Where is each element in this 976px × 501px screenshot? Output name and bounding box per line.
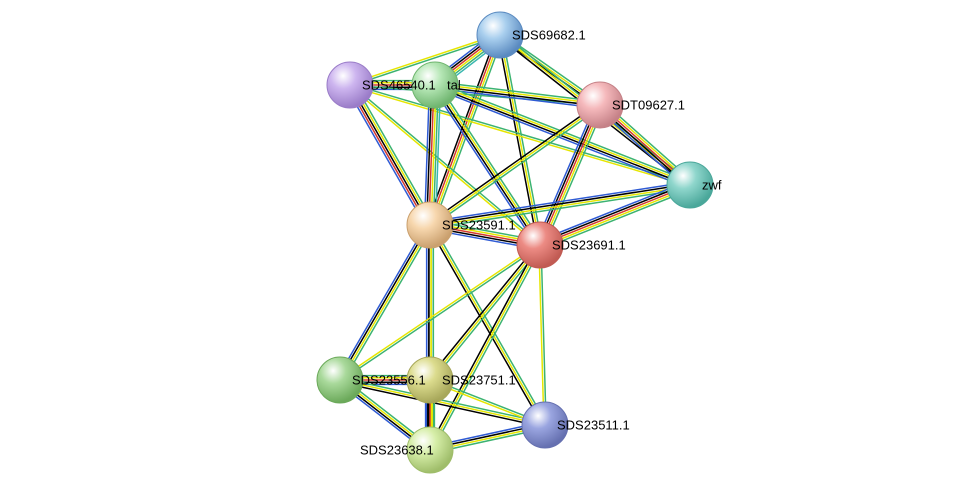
node-SDS23638_1[interactable] xyxy=(407,427,453,473)
edge-line xyxy=(356,397,410,439)
edge-line xyxy=(360,392,414,434)
node-SDS23691_1[interactable] xyxy=(517,222,563,268)
network-graph xyxy=(0,0,976,501)
edge-line xyxy=(502,58,533,223)
node-SDS46540_1[interactable] xyxy=(327,62,373,108)
edge-line xyxy=(619,119,675,168)
edge-line xyxy=(448,116,580,209)
edge-line xyxy=(365,103,422,203)
edge-line xyxy=(562,196,669,239)
edge-line xyxy=(360,106,417,206)
edge-line xyxy=(349,243,416,358)
edges-layer xyxy=(349,41,676,448)
edge-line xyxy=(452,429,522,444)
node-SDS69682_1[interactable] xyxy=(477,12,523,58)
node-SDS23511_1[interactable] xyxy=(522,402,568,448)
edge-line xyxy=(563,198,670,241)
edge-line xyxy=(353,245,420,360)
edge-line xyxy=(358,107,415,207)
edge-line xyxy=(453,190,668,223)
edge-line xyxy=(357,395,411,437)
node-zwf[interactable] xyxy=(667,162,713,208)
edge-line xyxy=(520,46,582,90)
edge-line xyxy=(354,247,421,362)
edge-line xyxy=(453,433,523,448)
node-SDS23591_1[interactable] xyxy=(407,202,453,248)
node-tal[interactable] xyxy=(412,62,458,108)
node-SDT09627_1[interactable] xyxy=(577,82,623,128)
edge-line xyxy=(456,94,668,177)
edge-line xyxy=(451,389,523,417)
node-SDS23751_1[interactable] xyxy=(407,357,453,403)
node-SDS23556_1[interactable] xyxy=(317,357,363,403)
edge-line xyxy=(360,259,522,368)
edge-line xyxy=(452,387,524,415)
edge-line xyxy=(617,120,673,169)
edge-line xyxy=(359,393,413,435)
edge-line xyxy=(452,427,522,442)
edge-line xyxy=(453,431,523,446)
edge-line xyxy=(351,244,418,359)
